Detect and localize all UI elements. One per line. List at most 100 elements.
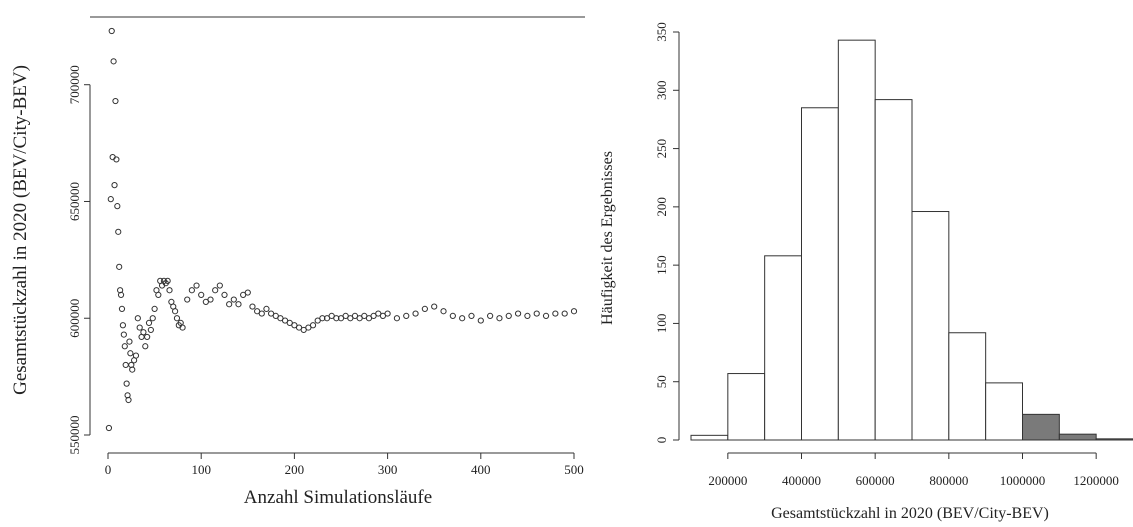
histogram-bar: [764, 255, 803, 441]
histogram-bar: [985, 382, 1024, 441]
scatter-x-tick-label: 100: [191, 462, 211, 477]
scatter-point: [134, 315, 141, 322]
hist-y-tick-label: 150: [654, 255, 669, 275]
scatter-point: [235, 301, 242, 308]
scatter-point: [114, 203, 121, 210]
scatter-point: [221, 291, 228, 298]
scatter-point: [172, 308, 179, 315]
scatter-point: [230, 296, 237, 303]
histogram-bar: [837, 39, 876, 441]
scatter-point: [305, 324, 312, 331]
hist-y-tick-label: 50: [654, 375, 669, 388]
scatter-point: [136, 324, 143, 331]
histogram-bar: [801, 107, 839, 441]
scatter-point: [212, 287, 219, 294]
scatter-y-tick-label: 600000: [67, 299, 82, 338]
scatter-point: [328, 312, 335, 320]
scatter-point: [477, 317, 484, 324]
scatter-point: [115, 228, 122, 235]
scatter-point: [166, 287, 173, 294]
histogram-bar: [874, 99, 913, 441]
scatter-point: [393, 315, 401, 322]
histogram-bar: [911, 211, 950, 441]
scatter-point: [147, 326, 154, 334]
scatter-point: [179, 324, 186, 331]
scatter-point: [107, 196, 114, 203]
scatter-point: [173, 315, 181, 322]
scatter-point: [202, 298, 209, 305]
scatter-point: [121, 343, 128, 350]
hist-y-tick-label: 200: [654, 197, 669, 217]
scatter-point: [142, 343, 149, 350]
scatter-point: [514, 310, 522, 317]
scatter-point: [403, 312, 410, 320]
scatter-point: [524, 312, 531, 320]
scatter-point: [108, 27, 115, 35]
scatter-y-tick-label: 650000: [67, 182, 82, 221]
scatter-point: [125, 396, 132, 404]
scatter-point: [268, 310, 275, 317]
scatter-point: [122, 361, 129, 369]
histogram-bar: [1095, 438, 1133, 441]
scatter-point: [505, 312, 512, 320]
scatter-point: [370, 312, 377, 320]
scatter-point: [144, 333, 151, 341]
histogram-bar: [1058, 433, 1097, 441]
scatter-point: [207, 296, 214, 303]
histogram-bar: [727, 373, 766, 441]
hist-y-tick-label: 350: [654, 22, 669, 42]
scatter-point: [113, 156, 120, 163]
scatter-point: [111, 182, 118, 189]
scatter-point: [129, 366, 136, 373]
scatter-point: [105, 424, 113, 432]
hist-y-tick-label: 0: [654, 437, 669, 444]
scatter-point: [281, 317, 289, 324]
scatter-point: [356, 315, 363, 322]
scatter-point: [323, 315, 331, 322]
scatter-point: [412, 310, 419, 317]
scatter-point: [272, 312, 279, 320]
scatter-point: [384, 310, 391, 317]
scatter-point: [240, 291, 247, 298]
scatter-point: [151, 305, 158, 312]
scatter-x-tick-label: 0: [105, 462, 112, 477]
scatter-point: [216, 282, 223, 289]
scatter-point: [496, 315, 503, 322]
hist-x-tick-label: 800000: [929, 473, 968, 488]
hist-x-tick-label: 200000: [708, 473, 747, 488]
scatter-point: [440, 308, 447, 315]
scatter-point: [333, 315, 340, 322]
scatter-point: [198, 291, 205, 298]
scatter-point: [127, 350, 134, 357]
scatter-point: [119, 322, 127, 329]
hist-x-tick-label: 1000000: [1000, 473, 1046, 488]
scatter-point: [193, 282, 200, 289]
scatter-point: [149, 315, 156, 322]
scatter-point: [118, 305, 126, 312]
scatter-x-label: Anzahl Simulationsläufe: [244, 487, 432, 508]
scatter-point: [116, 263, 123, 270]
scatter-point: [188, 287, 195, 294]
scatter-point: [286, 319, 293, 327]
scatter-point: [542, 312, 550, 320]
hist-y-label: Häufigkeit des Ergebnisses: [599, 151, 616, 325]
scatter-point: [468, 312, 475, 320]
scatter-point: [164, 277, 171, 284]
scatter-point: [117, 291, 125, 298]
scatter-point: [123, 380, 130, 387]
scatter-point: [244, 289, 251, 296]
scatter-point: [145, 319, 153, 327]
scatter-point: [379, 312, 387, 320]
scatter-point: [300, 326, 307, 334]
scatter-point: [258, 310, 265, 317]
scatter-x-tick-label: 400: [471, 462, 491, 477]
scatter-point: [561, 310, 568, 317]
scatter-point: [140, 329, 147, 336]
scatter-point: [459, 315, 466, 322]
scatter-plot: 0 100 200 300 400 500 550000 600000 650000 70000…: [10, 16, 585, 508]
scatter-point: [375, 310, 382, 317]
scatter-point: [347, 315, 354, 322]
scatter-y-tick-label: 700000: [67, 65, 82, 104]
scatter-point: [319, 315, 326, 322]
scatter-point: [314, 317, 321, 324]
